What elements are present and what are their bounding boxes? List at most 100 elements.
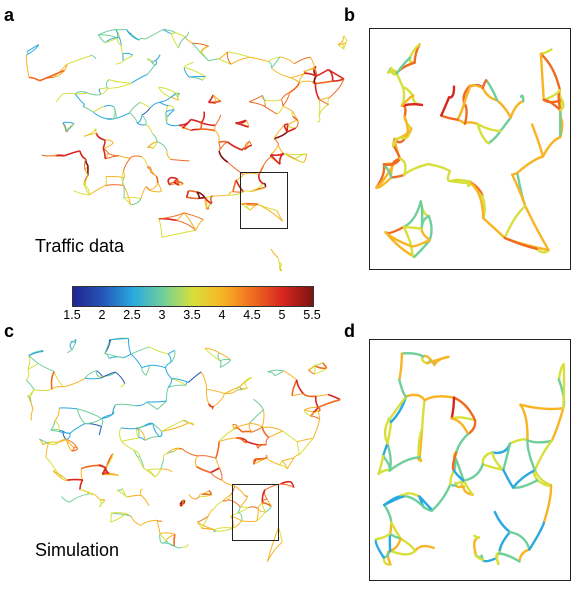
road-segment [273,138,279,146]
road-segment [53,63,68,78]
road-segment [45,443,49,458]
road-segment [105,184,124,186]
road-segment [248,409,264,424]
road-segment [146,64,156,75]
road-segment [257,508,266,513]
road-segment [168,176,178,180]
road-segment [143,467,156,478]
road-segment [318,104,329,117]
road-segment [290,77,300,83]
road-segment [413,544,435,553]
road-segment [246,441,259,446]
road-segment [248,506,259,510]
road-segment [257,502,263,510]
road-segment [218,428,235,442]
road-segment [140,519,157,526]
road-segment [481,86,499,102]
road-segment [236,386,241,391]
road-segment [188,76,204,81]
road-segment [128,101,141,114]
road-segment [178,36,186,49]
road-segment [165,362,171,368]
road-segment [283,153,307,156]
road-segment [452,396,477,422]
road-segment [273,124,285,139]
road-segment [498,530,512,555]
road-segment [157,400,167,410]
road-segment [58,431,71,434]
road-segment [181,448,198,457]
road-segment [144,436,160,441]
road-segment [200,371,208,390]
colorbar-tick-label: 2 [98,308,106,322]
road-segment [384,225,406,235]
road-segment [381,454,392,472]
road-segment [249,423,263,428]
road-segment [236,423,250,428]
road-segment [167,378,173,388]
road-segment [69,342,73,350]
road-segment [141,107,151,116]
road-segment [297,437,314,443]
colorbar-tick-label: 3 [158,308,166,322]
road-segment [170,33,179,49]
road-segment [511,173,527,208]
road-segment [283,370,298,381]
road-segment [54,154,57,157]
road-segment [484,79,499,102]
road-segment [121,171,125,186]
colorbar-tick-label: 1.5 [63,308,81,322]
road-segment [426,162,452,173]
road-segment [200,122,216,127]
road-segment [109,337,129,341]
road-segment [386,442,392,472]
road-segment [84,169,89,176]
road-segment [144,28,164,40]
road-segment [526,439,537,472]
road-segment [279,460,283,466]
road-segment [66,433,71,440]
road-segment [402,225,423,230]
road-segment [204,347,220,362]
road-segment [503,204,527,240]
road-segment [159,532,176,535]
road-segment [56,438,67,445]
road-segment [218,51,228,60]
traffic-map-zoom-rectangle [240,172,288,229]
road-segment [59,407,78,410]
road-segment [343,41,348,50]
road-segment [266,541,283,562]
road-segment [166,150,172,160]
road-segment [502,442,512,471]
road-segment [257,203,278,211]
road-segment [55,93,64,103]
road-segment [136,115,143,124]
road-segment [62,479,68,482]
road-segment [248,94,263,103]
road-segment [402,495,426,509]
road-segment [528,519,546,551]
road-segment [519,403,529,442]
road-segment [161,420,183,432]
road-segment [427,214,433,242]
road-segment [116,37,122,46]
road-segment [183,212,197,231]
road-segment [278,267,283,272]
road-segment [270,152,285,157]
road-segment [542,98,562,112]
panel-d-letter: d [344,321,355,341]
road-segment [408,43,421,59]
road-segment [456,102,466,121]
road-segment [178,119,192,127]
road-segment [530,123,545,158]
road-segment [476,122,502,133]
road-segment [481,79,488,90]
road-segment [243,440,248,444]
road-segment [386,420,393,445]
road-segment [418,495,434,512]
road-segment [100,88,109,95]
road-segment [50,371,55,390]
road-segment [93,111,107,120]
road-segment [562,363,566,410]
road-segment [332,78,345,82]
